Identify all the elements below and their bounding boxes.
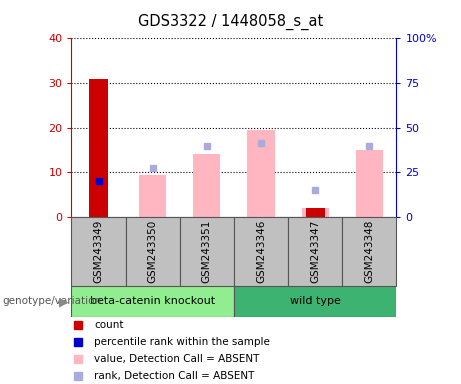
Text: count: count <box>94 320 124 330</box>
Text: GSM243350: GSM243350 <box>148 220 158 283</box>
Bar <box>89 79 108 217</box>
Bar <box>125 217 180 286</box>
Bar <box>248 130 275 217</box>
Bar <box>180 217 234 286</box>
Text: GSM243351: GSM243351 <box>202 220 212 283</box>
Bar <box>234 217 288 286</box>
Bar <box>301 208 329 217</box>
Text: percentile rank within the sample: percentile rank within the sample <box>94 337 270 347</box>
Text: beta-catenin knockout: beta-catenin knockout <box>90 296 215 306</box>
Bar <box>193 154 220 217</box>
Text: GSM243347: GSM243347 <box>310 220 320 283</box>
Bar <box>288 217 342 286</box>
Text: GSM243348: GSM243348 <box>364 220 374 283</box>
Bar <box>234 286 396 317</box>
Bar <box>342 217 396 286</box>
Text: wild type: wild type <box>290 296 341 306</box>
Text: rank, Detection Call = ABSENT: rank, Detection Call = ABSENT <box>94 371 254 381</box>
Bar <box>139 175 166 217</box>
Text: GSM243346: GSM243346 <box>256 220 266 283</box>
Bar <box>71 217 125 286</box>
Bar <box>306 208 325 217</box>
Text: GDS3322 / 1448058_s_at: GDS3322 / 1448058_s_at <box>138 13 323 30</box>
Text: GSM243349: GSM243349 <box>94 220 104 283</box>
Text: value, Detection Call = ABSENT: value, Detection Call = ABSENT <box>94 354 260 364</box>
Bar <box>71 286 234 317</box>
Text: genotype/variation: genotype/variation <box>2 296 101 306</box>
Bar <box>356 150 383 217</box>
Text: ▶: ▶ <box>59 295 68 308</box>
